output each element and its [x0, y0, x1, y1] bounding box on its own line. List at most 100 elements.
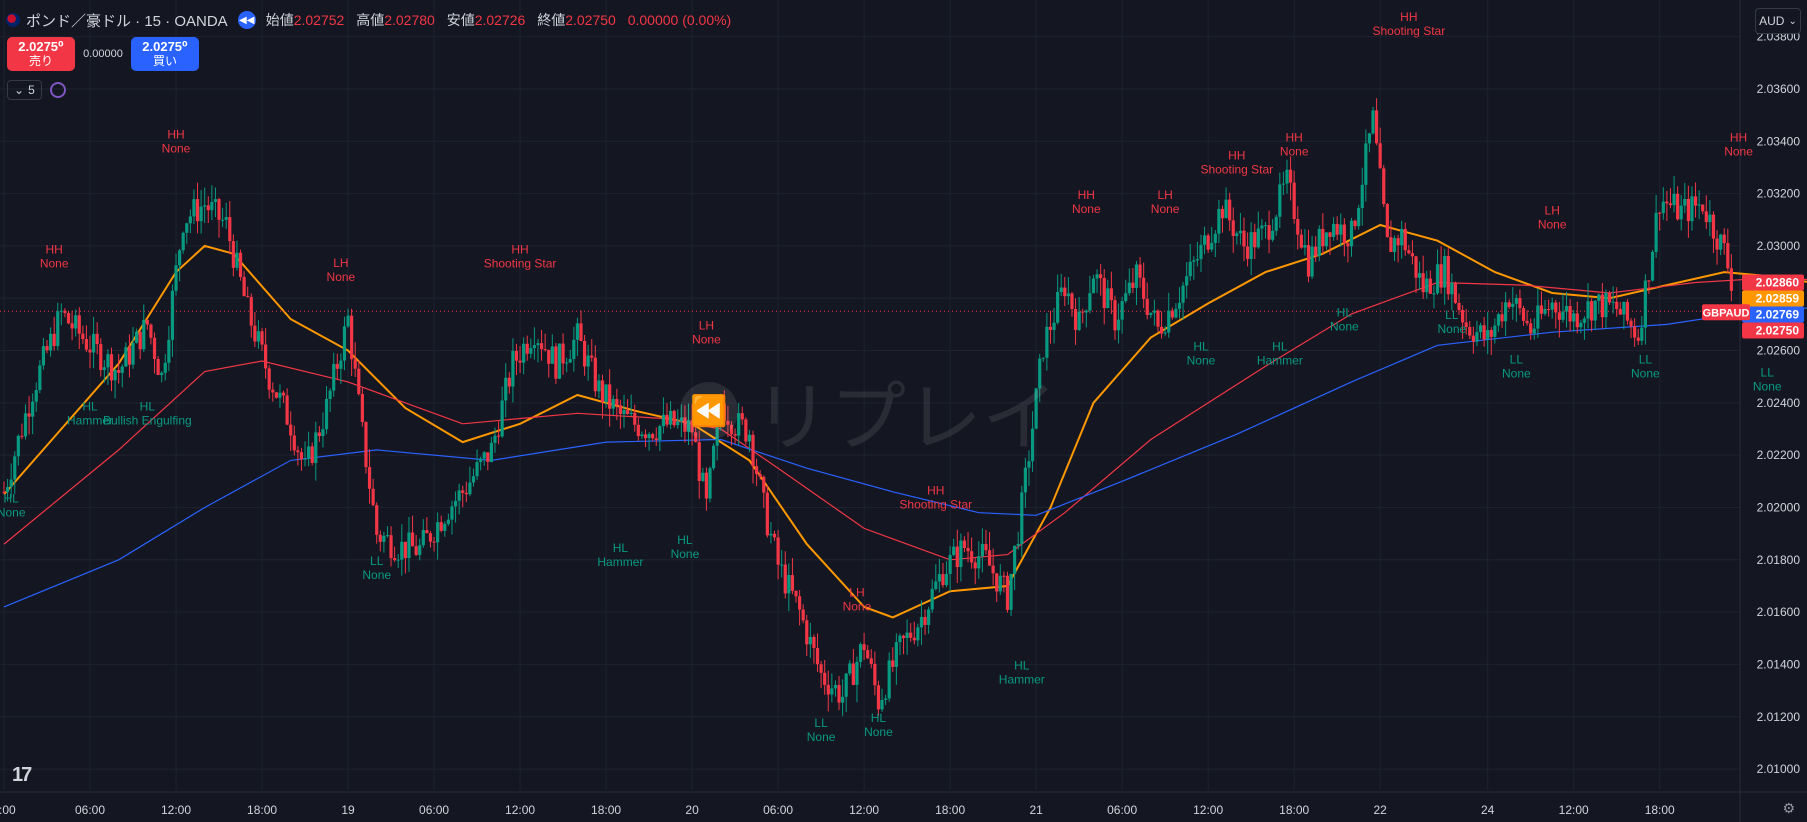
candle-body	[235, 252, 239, 268]
change-value: 0.00000 (0.00%)	[627, 12, 732, 28]
candle-body	[1457, 302, 1461, 311]
candle	[1306, 229, 1311, 283]
candle-body	[561, 343, 565, 364]
candle	[851, 648, 855, 686]
candle	[823, 659, 827, 695]
candle-body	[1271, 230, 1275, 240]
candle	[629, 394, 633, 417]
candle	[120, 364, 124, 388]
swing-label: Hammer	[67, 414, 113, 428]
candle-body	[221, 219, 225, 221]
candle-body	[428, 533, 433, 542]
candle	[1607, 290, 1612, 305]
candle-body	[59, 310, 63, 312]
candle	[45, 340, 49, 354]
price-tick: 2.02200	[1757, 448, 1801, 462]
candle	[970, 537, 974, 569]
candle-body	[246, 296, 250, 298]
symbol-tag-text: GBPAUD	[1703, 307, 1750, 319]
candle	[1009, 573, 1013, 617]
candle-body	[880, 699, 884, 710]
sell-button[interactable]: 2.0275⁰ 売り	[7, 37, 75, 71]
candle-body	[307, 446, 311, 459]
time-axis[interactable]: 0:00 06:00 12:00 18:00 19 06:00 12:00 18:00 20 06…	[0, 803, 1675, 817]
price-label: 2.02750	[1742, 322, 1804, 339]
candle-body	[188, 216, 192, 224]
candle-body	[1514, 298, 1518, 304]
candle	[1586, 283, 1590, 329]
candle	[561, 333, 565, 375]
indicator-toggle[interactable]: ⌄ 5	[7, 80, 42, 100]
swing-label: Shooting Star	[484, 257, 557, 271]
candle-body	[1679, 205, 1683, 220]
buy-button[interactable]: 2.0275⁰ 買い	[131, 37, 199, 71]
candle	[493, 427, 497, 453]
sync-icon[interactable]	[49, 82, 66, 98]
candle	[152, 332, 157, 374]
price-tick: 2.01800	[1757, 553, 1801, 567]
candle-body	[1690, 196, 1694, 222]
candle	[1188, 243, 1192, 281]
tradingview-logo[interactable]: 17	[12, 764, 32, 786]
swing-label: HH	[1285, 130, 1302, 144]
candle-body	[611, 399, 615, 409]
candle	[780, 550, 784, 578]
swing-label: None	[40, 257, 69, 271]
candle	[866, 644, 870, 660]
candle-body	[242, 276, 246, 297]
low-label: 安値	[446, 12, 475, 28]
candle	[1041, 357, 1045, 362]
candle	[1486, 311, 1490, 355]
candle-body	[1081, 311, 1085, 313]
candle	[661, 397, 666, 434]
candle-body	[898, 635, 902, 643]
currency-select[interactable]: AUD ⌄	[1755, 8, 1801, 34]
candle-body	[525, 343, 529, 354]
candle-body	[1116, 319, 1121, 331]
candle	[489, 437, 493, 463]
candle	[1263, 221, 1268, 239]
candle	[507, 372, 511, 394]
candle-body	[1342, 224, 1346, 244]
candle	[539, 329, 544, 361]
candle	[188, 209, 192, 234]
candles[interactable]	[2, 98, 1733, 717]
candle	[1292, 170, 1296, 224]
gear-icon[interactable]: ⚙	[1782, 800, 1795, 816]
candle-body	[432, 541, 436, 543]
candle	[1410, 240, 1415, 265]
candle	[400, 524, 404, 576]
candle	[593, 345, 597, 397]
candle	[1346, 242, 1350, 263]
candle	[1385, 202, 1389, 238]
candle-body	[1622, 301, 1626, 315]
candle-body	[1672, 193, 1676, 206]
candle	[1106, 279, 1110, 309]
candle-body	[783, 564, 787, 594]
candle	[1038, 354, 1042, 403]
candle-body	[1095, 274, 1099, 279]
candle	[1127, 268, 1131, 296]
candle-body	[1504, 302, 1508, 322]
candle	[1202, 226, 1207, 255]
candle	[1192, 256, 1196, 280]
candle-body	[1306, 245, 1311, 277]
candle	[1070, 291, 1074, 317]
candle	[554, 343, 558, 385]
candle-body	[436, 522, 440, 543]
price-axis[interactable]: 2.01000 2.01200 2.01400 2.01600 2.01800 2.020…	[1702, 30, 1804, 776]
candle	[199, 190, 203, 234]
candle-body	[912, 637, 916, 641]
candle	[1274, 214, 1278, 236]
candle	[841, 679, 845, 717]
candle-body	[1392, 238, 1397, 252]
candle-body	[1701, 204, 1705, 212]
candle	[1690, 186, 1694, 231]
symbol-title[interactable]: ポンド／豪ドル · 15 · OANDA	[26, 12, 228, 30]
candle	[1496, 312, 1501, 332]
candle	[1521, 305, 1526, 326]
replay-icon[interactable]: ◀◀	[237, 11, 256, 29]
candle	[292, 425, 296, 456]
candle-body	[317, 432, 321, 437]
